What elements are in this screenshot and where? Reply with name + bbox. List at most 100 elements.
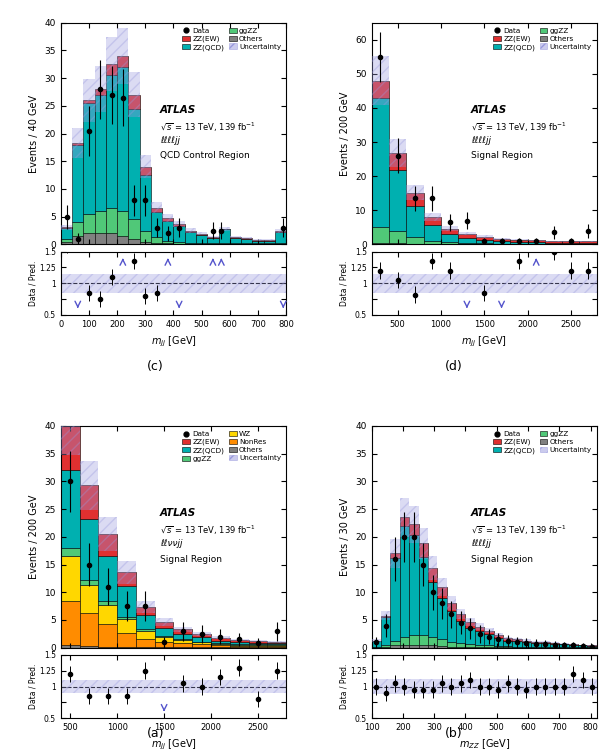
Text: $\sqrt{s}$ = 13 TeV, 139 fb$^{-1}$: $\sqrt{s}$ = 13 TeV, 139 fb$^{-1}$	[471, 524, 566, 537]
Bar	[437, 598, 447, 640]
Bar	[61, 548, 80, 556]
Bar	[371, 243, 389, 244]
Bar	[465, 644, 475, 647]
Bar	[465, 627, 475, 644]
Bar	[106, 209, 117, 234]
Bar	[409, 645, 418, 648]
Bar	[162, 240, 174, 243]
Bar	[211, 644, 230, 646]
Bar	[192, 644, 211, 647]
Bar	[493, 239, 510, 241]
Bar	[162, 243, 174, 244]
Bar	[99, 646, 117, 648]
Bar	[117, 619, 136, 634]
Bar	[99, 600, 117, 605]
Y-axis label: Data / Pred.: Data / Pred.	[29, 664, 38, 709]
Bar	[155, 627, 174, 636]
Bar	[447, 642, 456, 646]
Bar	[162, 222, 174, 240]
Bar	[428, 582, 437, 637]
Bar	[267, 646, 286, 647]
Bar	[94, 94, 106, 211]
Bar	[230, 640, 248, 642]
Bar	[151, 237, 162, 243]
Bar	[248, 645, 267, 646]
Bar	[174, 634, 192, 640]
Bar	[267, 643, 286, 644]
Bar	[447, 603, 456, 611]
Bar	[230, 645, 248, 646]
Bar	[550, 643, 559, 644]
Bar	[400, 645, 409, 648]
Bar	[61, 470, 80, 548]
Bar	[381, 615, 390, 617]
Bar	[117, 236, 128, 244]
Bar	[456, 614, 465, 621]
Bar	[418, 557, 428, 635]
Y-axis label: Data / Pred.: Data / Pred.	[340, 664, 348, 709]
Bar	[72, 236, 83, 244]
Bar	[418, 635, 428, 645]
Text: ℓℓℓℓjj: ℓℓℓℓjj	[471, 539, 491, 548]
Bar	[400, 525, 409, 637]
Bar	[390, 553, 400, 558]
X-axis label: $m_{jj}$ [GeV]: $m_{jj}$ [GeV]	[462, 334, 507, 349]
Bar	[512, 640, 522, 641]
Bar	[550, 644, 559, 646]
Bar	[61, 645, 80, 648]
Bar	[476, 237, 493, 240]
Bar	[211, 640, 230, 643]
Bar	[441, 243, 458, 244]
Text: Signal Region: Signal Region	[160, 555, 222, 563]
Bar	[371, 98, 389, 228]
Text: (c): (c)	[147, 361, 164, 373]
Bar	[494, 638, 503, 646]
Bar	[151, 208, 162, 212]
Bar	[99, 534, 117, 556]
Bar	[136, 607, 155, 615]
Bar	[484, 631, 494, 634]
Bar	[117, 572, 136, 586]
Bar	[264, 240, 275, 243]
Bar	[80, 580, 99, 585]
Bar	[83, 234, 94, 244]
Bar	[441, 234, 458, 243]
Bar	[207, 238, 219, 243]
Bar	[531, 643, 541, 646]
Bar	[155, 622, 174, 627]
Bar	[458, 234, 476, 238]
Bar	[545, 241, 562, 243]
Text: ATLAS: ATLAS	[471, 508, 507, 518]
Bar	[390, 641, 400, 646]
Bar	[151, 212, 162, 237]
Bar	[61, 228, 72, 239]
Bar	[106, 64, 117, 76]
Bar	[381, 646, 390, 648]
Bar	[136, 631, 155, 639]
Text: ℓℓℓℓjj: ℓℓℓℓjj	[160, 136, 180, 144]
Bar	[409, 635, 418, 645]
Bar	[409, 535, 418, 635]
Bar	[562, 241, 580, 243]
Bar	[174, 225, 185, 242]
Bar	[99, 556, 117, 600]
Bar	[371, 228, 389, 243]
Bar	[117, 211, 128, 236]
Bar	[437, 640, 447, 646]
Bar	[139, 175, 151, 231]
Bar	[275, 232, 286, 243]
Bar	[389, 153, 406, 170]
Bar	[456, 643, 465, 646]
Bar	[211, 638, 230, 640]
Legend: Data, ZZ(EW), ZZ(QCD), ggZZ, Others, Uncertainty: Data, ZZ(EW), ZZ(QCD), ggZZ, Others, Unc…	[181, 26, 283, 52]
Bar	[185, 243, 196, 244]
Bar	[128, 94, 139, 109]
Bar	[117, 56, 128, 67]
Bar	[428, 568, 437, 582]
Bar	[406, 206, 424, 237]
Text: QCD Control Region: QCD Control Region	[160, 151, 250, 160]
Bar	[162, 218, 174, 222]
Bar	[447, 611, 456, 642]
Bar	[381, 645, 390, 646]
Bar	[99, 605, 117, 624]
